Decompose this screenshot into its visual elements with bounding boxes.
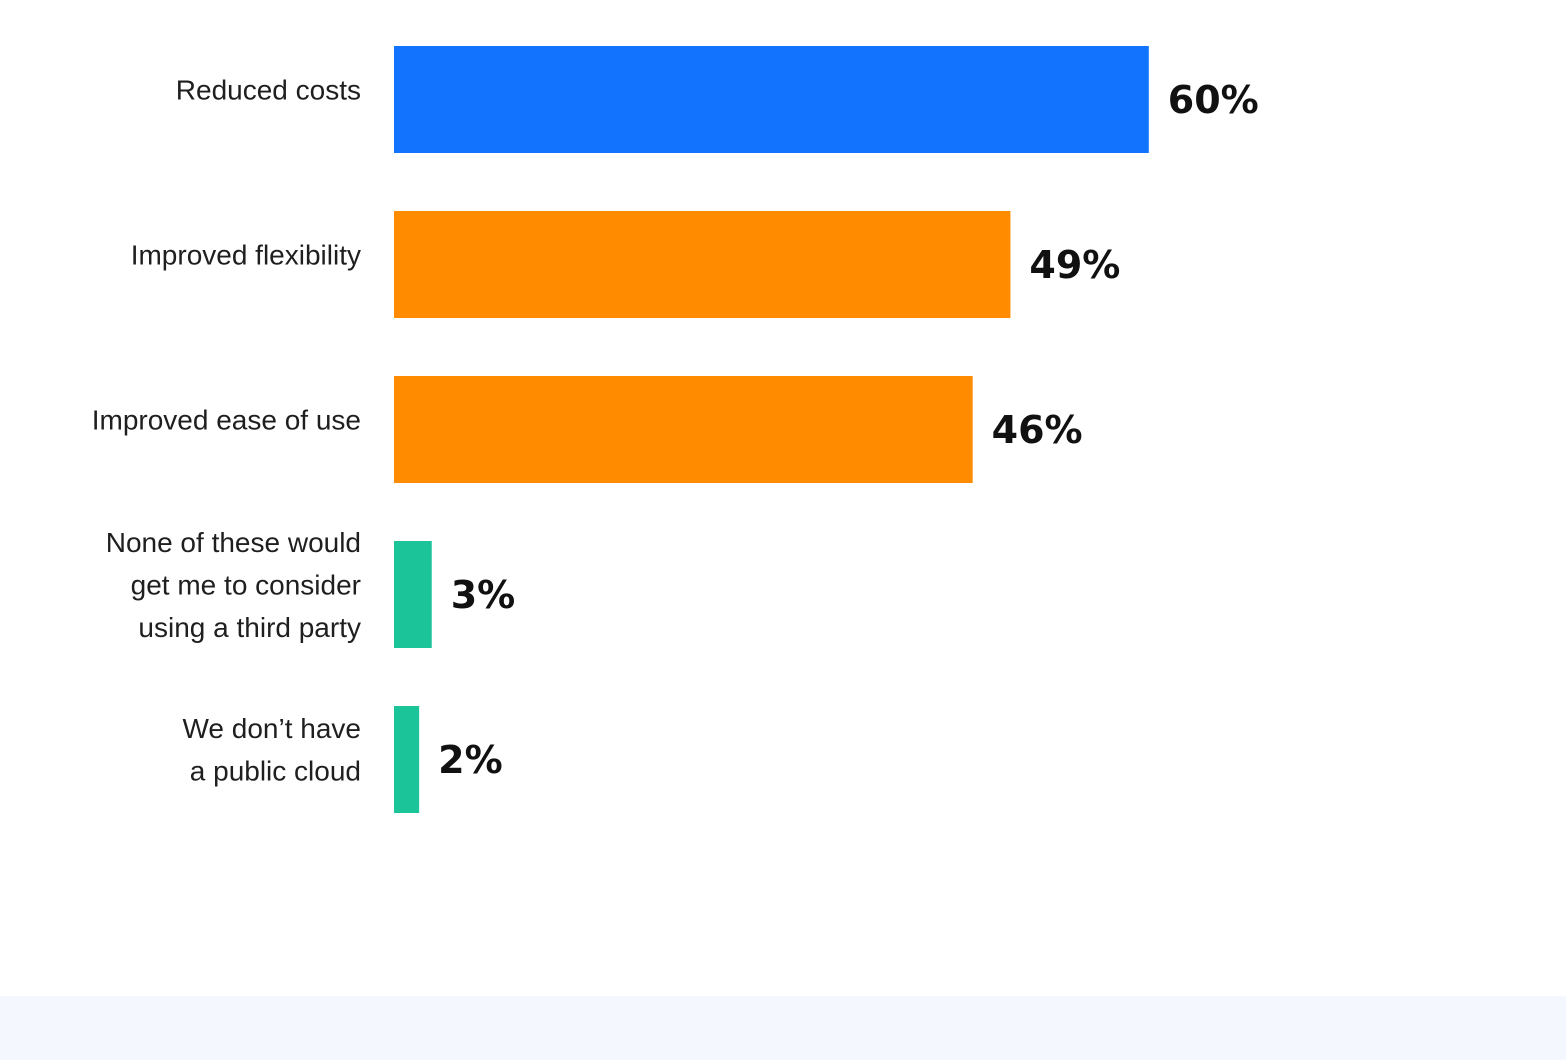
bar-4	[394, 541, 432, 648]
chart-area: Reduced costs 60% Improved flexibility 49% I…	[92, 46, 1259, 813]
category-label-line: We don’t have	[183, 713, 362, 744]
footer-band	[0, 996, 1566, 1060]
category-label-line: Improved ease of use	[92, 404, 361, 435]
category-label-2: Improved flexibility	[131, 239, 361, 270]
category-label-line: None of these would	[106, 527, 361, 558]
category-label-line: using a third party	[138, 612, 361, 643]
value-label-5: 2%	[438, 738, 503, 782]
category-label-line: Improved flexibility	[131, 239, 361, 270]
bar-5	[394, 706, 420, 813]
category-label-line: Reduced costs	[176, 74, 361, 105]
category-label-line: a public cloud	[190, 756, 361, 787]
bar-chart: Reduced costs 60% Improved flexibility 49% I…	[92, 46, 1259, 813]
value-label-3: 46%	[992, 408, 1083, 452]
category-label-line: get me to consider	[131, 569, 361, 600]
bar-1	[394, 46, 1149, 153]
value-label-2: 49%	[1029, 243, 1120, 287]
category-label-5: We don’t have a public cloud	[183, 713, 362, 787]
category-label-4: None of these would get me to consider usi…	[106, 527, 361, 643]
category-label-3: Improved ease of use	[92, 404, 361, 435]
category-label-1: Reduced costs	[176, 74, 361, 105]
value-label-4: 3%	[451, 573, 516, 617]
bar-3	[394, 376, 973, 483]
value-label-1: 60%	[1168, 78, 1259, 122]
bar-2	[394, 211, 1011, 318]
